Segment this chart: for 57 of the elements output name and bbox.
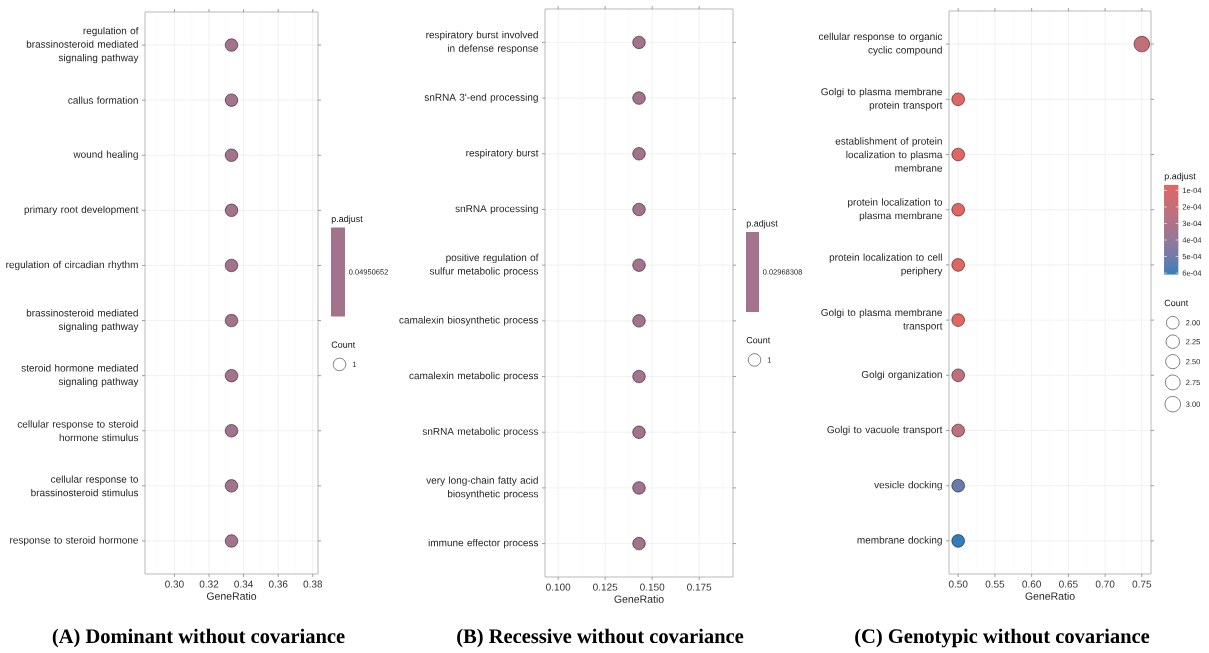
x-tick-label: 0.30	[165, 580, 184, 588]
y-tick-label: response to steroid hormone	[10, 536, 138, 546]
color-bar-title: p.adjust	[746, 219, 778, 229]
y-tick-label: snRNA metabolic process	[422, 427, 539, 437]
x-tick-label: 0.50	[948, 580, 968, 588]
x-tick-label: 0.36	[268, 580, 288, 588]
y-tick-label: camalexin biosynthetic process	[399, 316, 539, 326]
y-tick-label: primary root development	[24, 205, 139, 216]
text: (A) Dominant without covariance	[52, 628, 345, 648]
legend-title: Count	[746, 336, 771, 344]
y-tick-label: Golgi to plasma membrane protein transport	[821, 87, 943, 111]
y-tick-label: camalexin metabolic process	[409, 371, 539, 382]
y-tick-label: regulation of circadian rhythm	[6, 260, 138, 271]
x-tick-label: 0.65	[1059, 580, 1078, 588]
y-tick-label: steroid hormone mediated signaling pathway	[21, 364, 139, 388]
x-tick-label: 0.55	[985, 580, 1005, 588]
x-tick-label: 0.34	[234, 580, 254, 588]
x-tick-label: 0.100	[546, 583, 571, 591]
text: (B) Recessive without covariance	[457, 628, 744, 648]
y-tick-label: cellular response to brassinosteroid stimulus	[31, 475, 139, 497]
color-bar-title: p.adjust	[331, 215, 363, 224]
legend-title: Count	[1164, 299, 1189, 307]
x-axis-title: GeneRatio	[614, 595, 664, 603]
legend-title: Count	[331, 341, 356, 348]
y-tick-label: very long-chain fatty acid biosynthetic process	[426, 476, 539, 500]
y-tick-label: cellular response to organic cyclic compound	[818, 32, 943, 56]
x-tick-label: 0.150	[640, 583, 665, 591]
x-tick-label: 0.175	[687, 583, 712, 591]
y-tick-label: snRNA processing	[455, 204, 538, 215]
x-axis-title: GeneRatio	[206, 592, 257, 600]
x-axis-title: GeneRatio	[1025, 592, 1075, 600]
y-tick-label: positive regulation of sulfur metabolic process	[429, 253, 539, 277]
y-tick-label: brassinosteroid mediated signaling pathway	[26, 309, 139, 332]
y-tick-label: protein localization to cell periphery	[829, 253, 943, 277]
y-tick-label: membrane docking	[857, 536, 942, 546]
y-tick-label: immune effector process	[428, 538, 539, 549]
x-tick-label: 0.60	[1022, 580, 1041, 588]
y-tick-label: cellular response to steroid hormone stimulus	[17, 420, 139, 442]
y-tick-label: wound healing	[73, 150, 138, 160]
y-tick-label: respiratory burst	[466, 149, 539, 159]
x-tick-label: 0.125	[593, 583, 618, 591]
text: (C) Genotypic without covariance	[855, 628, 1150, 648]
y-tick-label: Golgi to plasma membrane transport	[821, 308, 943, 332]
y-tick-label: Golgi to vacuole transport	[827, 425, 943, 436]
x-tick-label: 0.38	[303, 580, 323, 588]
y-tick-label: callus formation	[68, 96, 138, 104]
x-tick-label: 0.70	[1095, 580, 1115, 588]
y-tick-label: respiratory burst involved in defense response	[426, 31, 538, 54]
y-tick-label: Golgi organization	[861, 370, 942, 380]
y-tick-label: vesicle docking	[874, 481, 942, 491]
y-tick-label: snRNA 3'-end processing	[424, 93, 538, 103]
y-tick-label: protein localization to plasma membrane	[848, 198, 943, 222]
y-tick-label: establishment of protein localization to plasma membrane	[835, 137, 943, 172]
x-tick-label: 0.75	[1132, 580, 1152, 588]
x-tick-label: 0.32	[199, 580, 219, 588]
y-tick-label: regulation of brassinosteroid mediated signaling pathway	[26, 26, 139, 64]
color-bar-title: p.adjust	[1164, 172, 1196, 182]
